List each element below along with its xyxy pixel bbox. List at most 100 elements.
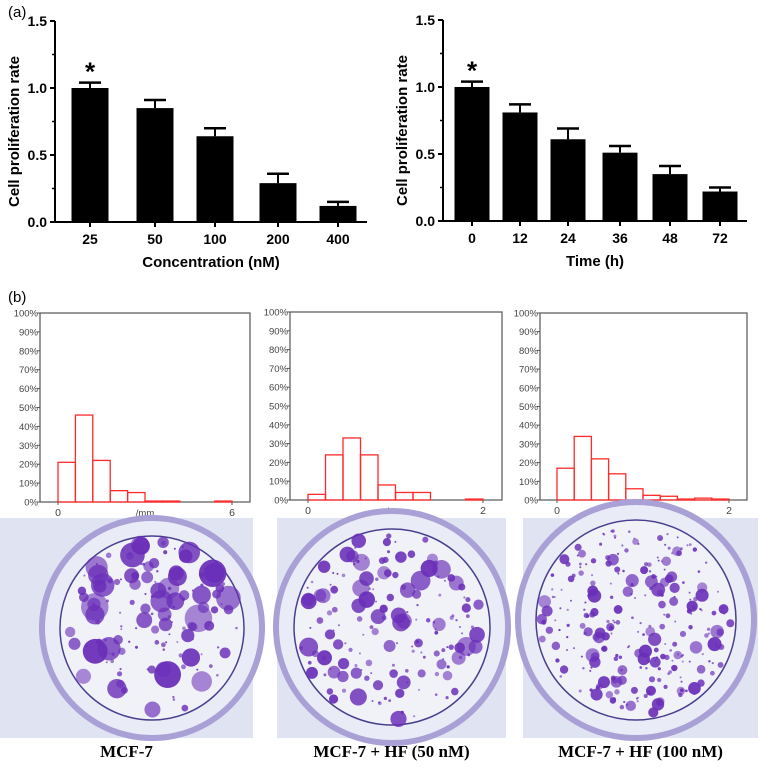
colony	[337, 624, 340, 627]
colony	[583, 608, 586, 611]
colony	[723, 612, 726, 615]
colony	[129, 599, 135, 605]
colony	[686, 600, 698, 612]
colony	[369, 625, 374, 630]
colony	[458, 626, 461, 629]
colony	[181, 664, 186, 670]
colony	[569, 599, 572, 602]
colony	[646, 690, 652, 696]
colony	[590, 608, 599, 617]
colony	[597, 676, 610, 689]
colony	[196, 668, 199, 671]
colony	[605, 555, 611, 561]
colony	[383, 696, 388, 701]
colony	[328, 694, 339, 704]
colony	[589, 669, 592, 672]
colony	[631, 616, 634, 620]
colony	[720, 610, 723, 614]
histogram-bin	[161, 500, 181, 503]
bar-chart-a-right: 0.0 0.5 1.0 1.5 0 12 24 36 48 72 * Time (h) Cell pro…	[394, 12, 747, 270]
colony	[405, 669, 409, 673]
colony	[711, 610, 717, 616]
colony	[168, 565, 184, 581]
colony	[399, 582, 416, 598]
colony	[455, 618, 458, 622]
colony	[144, 701, 161, 718]
colony	[657, 677, 662, 683]
colony	[157, 536, 169, 549]
y-tick-label: 100%	[514, 309, 539, 320]
colony	[697, 570, 701, 573]
panel-label-b: (b)	[8, 289, 26, 306]
y-tick-label: 0.0	[28, 214, 48, 230]
colony	[610, 632, 613, 635]
y-tick-label: 10%	[19, 479, 39, 490]
histogram-bin	[711, 498, 730, 501]
colony	[216, 585, 241, 611]
colony	[580, 655, 583, 658]
colony	[214, 579, 218, 583]
colony	[110, 659, 115, 664]
colony	[665, 613, 671, 619]
colony	[349, 688, 367, 706]
colony	[463, 596, 466, 599]
colony	[616, 552, 620, 556]
colony	[579, 566, 582, 569]
colony	[181, 545, 184, 548]
colony	[136, 612, 153, 629]
colony	[330, 585, 339, 594]
colony	[648, 570, 652, 573]
colony	[625, 574, 639, 588]
colony	[664, 543, 667, 546]
colony	[680, 547, 683, 551]
colony	[685, 689, 688, 693]
colony	[559, 665, 569, 674]
y-tick-label: 70%	[269, 364, 289, 375]
colony	[551, 641, 561, 651]
colony	[324, 629, 336, 640]
plot-frame	[289, 311, 503, 501]
colony	[663, 568, 666, 571]
colony	[615, 620, 621, 625]
bar-200	[259, 183, 297, 222]
colony	[387, 550, 391, 554]
colony	[351, 533, 366, 548]
y-tick-label: 60%	[269, 383, 289, 394]
colony	[396, 613, 412, 629]
y-tick-label: 20%	[269, 458, 289, 469]
colony	[309, 626, 312, 629]
colony	[150, 612, 154, 616]
colony	[465, 597, 471, 603]
colony	[673, 650, 683, 660]
colony	[161, 642, 166, 648]
colony	[637, 630, 640, 633]
colony	[579, 622, 586, 629]
colony	[365, 659, 373, 667]
colony	[383, 569, 392, 577]
histogram-bin	[92, 459, 111, 503]
colony	[372, 588, 375, 591]
colony	[337, 657, 350, 670]
colony	[585, 648, 600, 663]
x-tick-label: 0	[305, 505, 311, 517]
colony-dish-photo: MCF-7 + HF (100 nM)	[515, 499, 758, 761]
colony	[394, 540, 397, 543]
colony	[553, 595, 556, 598]
plot-frame	[39, 312, 251, 503]
colony	[645, 666, 648, 670]
colony	[680, 680, 683, 683]
colony	[610, 529, 613, 533]
histogram-bin	[464, 498, 484, 501]
colony	[422, 655, 426, 659]
colony	[166, 592, 185, 611]
colony	[669, 649, 672, 652]
colony	[550, 573, 555, 577]
colony	[437, 575, 440, 578]
colony	[655, 575, 658, 578]
colony	[637, 542, 640, 545]
colony	[119, 667, 122, 671]
colony	[434, 693, 438, 696]
colony	[116, 671, 123, 677]
bar-100	[196, 136, 234, 222]
colony	[676, 536, 679, 539]
